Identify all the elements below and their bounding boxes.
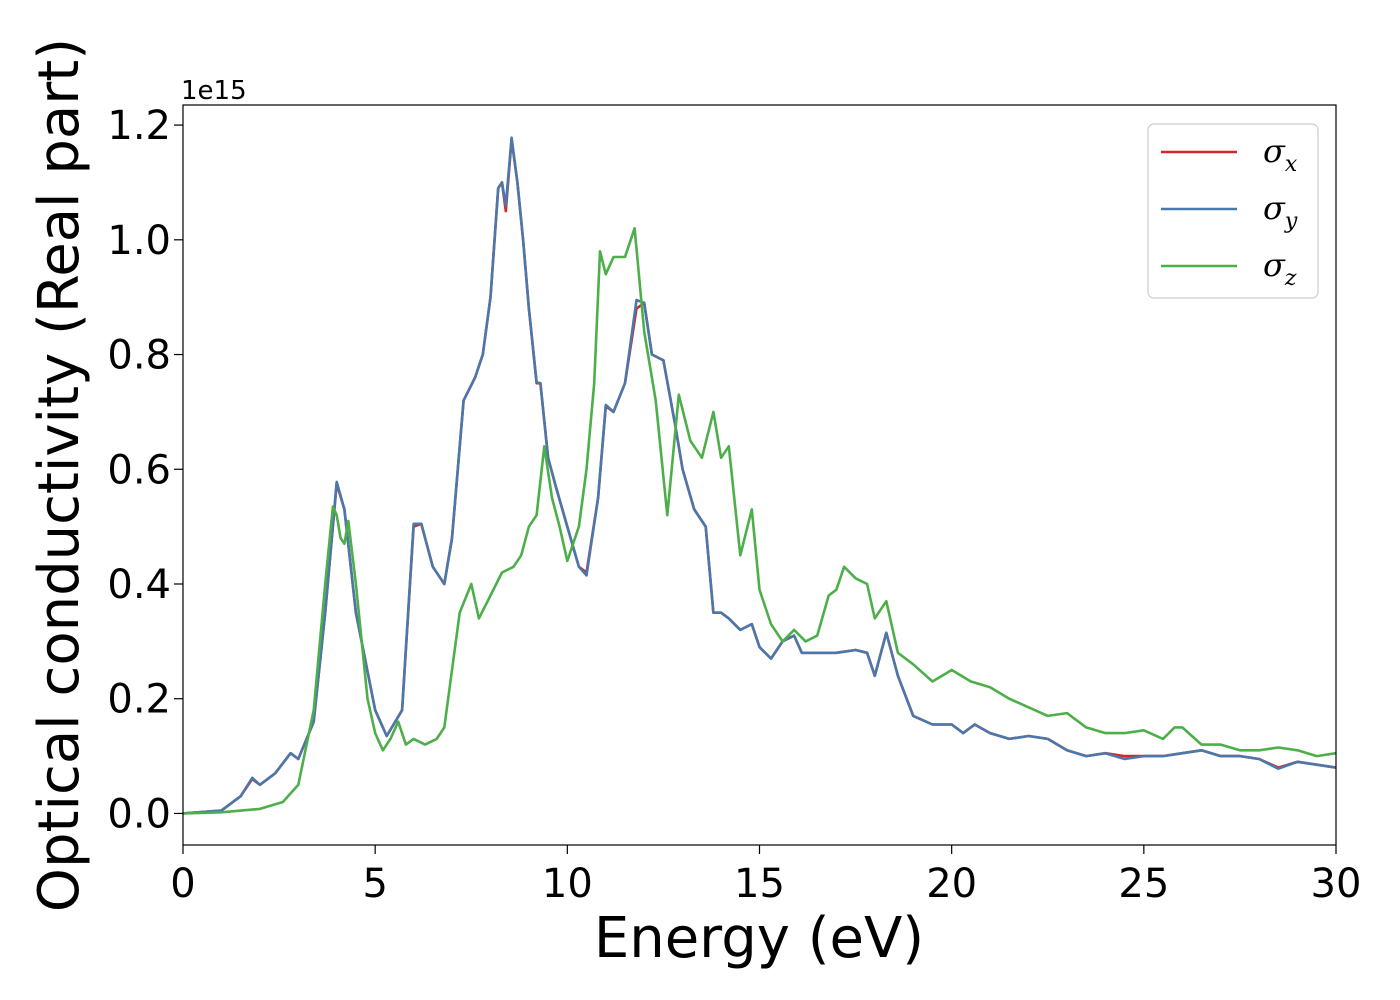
- y-tick-label: 0.8: [107, 333, 171, 379]
- legend: σx σy σz: [1147, 123, 1319, 299]
- y-axis-title: Optical conductivity (Real part): [27, 38, 92, 912]
- x-axis-ticks: 0 5 10 15 20 25 30: [170, 845, 1361, 907]
- x-tick-label: 10: [542, 861, 593, 907]
- x-tick-label: 0: [170, 861, 195, 907]
- y-tick-label: 1.2: [107, 103, 171, 149]
- y-axis-ticks: 0.0 0.2 0.4 0.6 0.8 1.0 1.2: [107, 103, 183, 837]
- x-axis-title: Energy (eV): [594, 906, 924, 971]
- x-tick-label: 25: [1118, 861, 1169, 907]
- legend-label-x: σx: [1263, 132, 1298, 177]
- x-tick-label: 15: [734, 861, 785, 907]
- legend-frame: [1147, 123, 1319, 299]
- series-layer: [183, 136, 1336, 815]
- x-tick-label: 30: [1311, 861, 1362, 907]
- y-tick-label: 0.4: [107, 562, 171, 608]
- x-tick-label: 20: [926, 861, 977, 907]
- series-line-z: [183, 227, 1336, 815]
- legend-label-z: σz: [1263, 246, 1297, 291]
- y-tick-label: 0.6: [107, 447, 171, 493]
- x-tick-label: 5: [362, 861, 387, 907]
- y-axis-offset-label: 1e15: [181, 76, 247, 106]
- y-tick-label: 0.2: [107, 677, 171, 723]
- y-tick-label: 1.0: [107, 218, 171, 264]
- series-line-y: [183, 136, 1336, 815]
- legend-label-y: σy: [1263, 189, 1298, 234]
- y-tick-label: 0.0: [107, 791, 171, 837]
